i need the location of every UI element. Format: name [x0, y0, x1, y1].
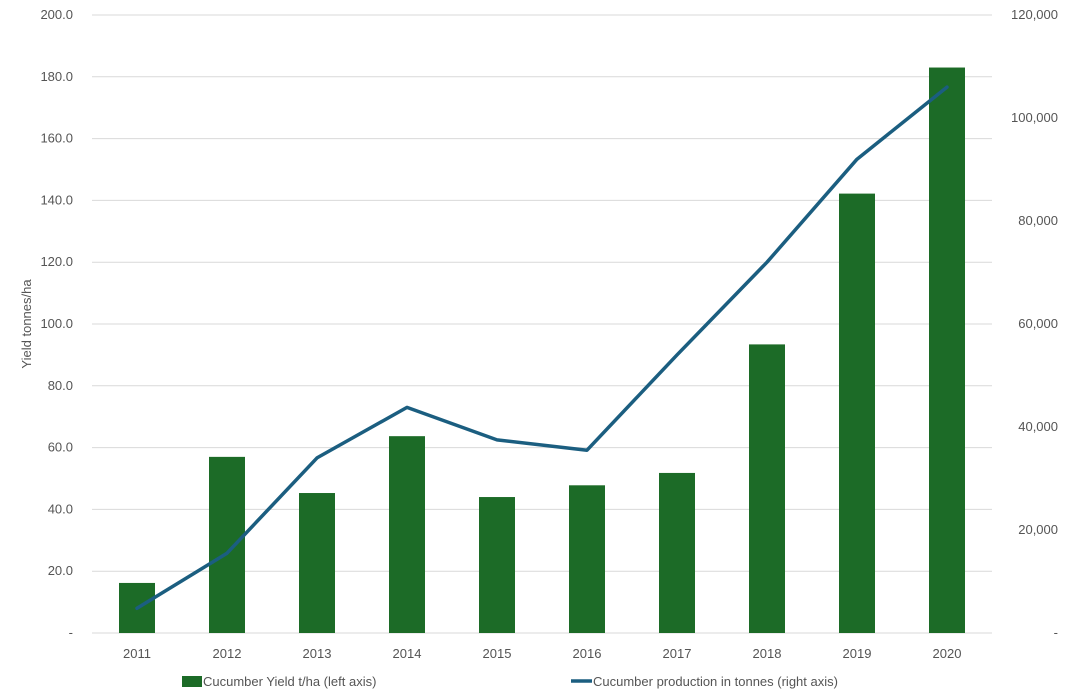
- y-tick-label: 180.0: [40, 69, 73, 84]
- y2-tick-label: -: [1054, 625, 1058, 640]
- legend: Cucumber Yield t/ha (left axis) Cucumber …: [182, 674, 838, 689]
- y-tick-label: 40.0: [48, 501, 73, 516]
- x-tick-label: 2013: [303, 646, 332, 661]
- bar: [389, 436, 425, 633]
- bar: [479, 497, 515, 633]
- x-tick-label: 2016: [573, 646, 602, 661]
- x-tick-label: 2015: [483, 646, 512, 661]
- y-tick-label: 80.0: [48, 378, 73, 393]
- y-tick-label: 60.0: [48, 440, 73, 455]
- bar: [659, 472, 695, 633]
- bar: [209, 456, 245, 633]
- x-tick-label: 2014: [393, 646, 422, 661]
- y-axis-title: Yield tonnes/ha: [19, 279, 34, 369]
- y2-tick-label: 120,000: [1011, 7, 1058, 22]
- right-axis: - 20,000 40,000 60,000 80,000 100,000 120,000: [1011, 7, 1058, 640]
- y-tick-label: 100.0: [40, 316, 73, 331]
- y2-tick-label: 80,000: [1018, 213, 1058, 228]
- production-line: [135, 85, 949, 611]
- bar-series: [119, 67, 965, 634]
- bar: [839, 193, 875, 634]
- x-tick-label: 2011: [123, 646, 151, 661]
- bar: [569, 485, 605, 633]
- y-tick-label: 140.0: [40, 192, 73, 207]
- x-tick-label: 2018: [753, 646, 782, 661]
- x-axis: 2011 2012 2013 2014 2015 2016 2017 2018 2019 2020: [123, 646, 961, 661]
- y-tick-label: -: [69, 625, 73, 640]
- x-tick-label: 2019: [843, 646, 872, 661]
- y-tick-label: 120.0: [40, 254, 73, 269]
- left-axis: - 20.0 40.0 60.0 80.0 100.0 120.0 140.0 160.0 180…: [40, 7, 73, 640]
- legend-label-yield: Cucumber Yield t/ha (left axis): [203, 674, 376, 689]
- y2-tick-label: 60,000: [1018, 316, 1058, 331]
- legend-label-production: Cucumber production in tonnes (right axi…: [593, 674, 838, 689]
- x-tick-label: 2017: [663, 646, 692, 661]
- x-tick-label: 2020: [933, 646, 962, 661]
- y2-tick-label: 40,000: [1018, 419, 1058, 434]
- line-series: [135, 85, 949, 611]
- x-tick-label: 2012: [213, 646, 242, 661]
- bar: [929, 67, 965, 633]
- bar: [299, 493, 335, 633]
- y2-tick-label: 100,000: [1011, 110, 1058, 125]
- y-tick-label: 20.0: [48, 563, 73, 578]
- y-tick-label: 200.0: [40, 7, 73, 22]
- y2-tick-label: 20,000: [1018, 522, 1058, 537]
- y-tick-label: 160.0: [40, 131, 73, 146]
- legend-bar-swatch: [182, 676, 202, 687]
- bar: [749, 344, 785, 633]
